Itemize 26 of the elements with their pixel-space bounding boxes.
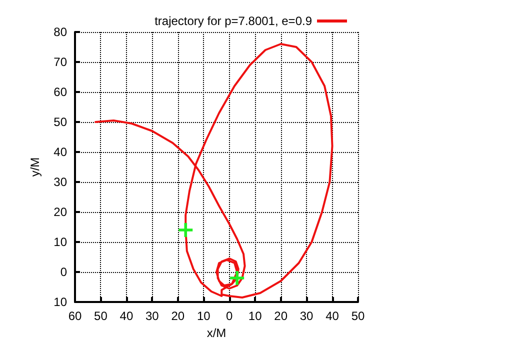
y-axis-title: y/M (28, 157, 42, 177)
x-tick-label: 50 (94, 309, 108, 323)
y-tick-label: 10 (54, 235, 68, 249)
x-tick-label: 10 (196, 309, 211, 323)
y-tick-label: 30 (54, 175, 68, 189)
x-tick-label: 0 (226, 309, 234, 323)
y-tick-label: 0 (60, 265, 68, 279)
x-tick-label: 30 (146, 309, 160, 323)
x-tick-label: 40 (326, 309, 340, 323)
x-tick-label: 30 (300, 309, 314, 323)
y-tick-label: 50 (54, 115, 68, 129)
y-tick-label: 40 (54, 145, 68, 159)
x-tick-label: 20 (274, 309, 288, 323)
y-tick-label: 20 (54, 205, 68, 219)
x-tick-label: 60 (68, 309, 82, 323)
y-tick-label: 60 (54, 85, 68, 99)
legend-label: trajectory for p=7.8001, e=0.9 (154, 14, 312, 28)
y-tick-label: 70 (54, 55, 68, 69)
x-tick-label: 50 (351, 309, 365, 323)
y-tick-label: 80 (54, 25, 68, 39)
x-tick-label: 20 (171, 309, 185, 323)
x-axis-title: x/M (206, 326, 226, 340)
line-series (94, 43, 334, 298)
y-tick-label: 10 (54, 295, 68, 309)
x-tick-label: 40 (120, 309, 134, 323)
x-tick-label: 10 (248, 309, 262, 323)
